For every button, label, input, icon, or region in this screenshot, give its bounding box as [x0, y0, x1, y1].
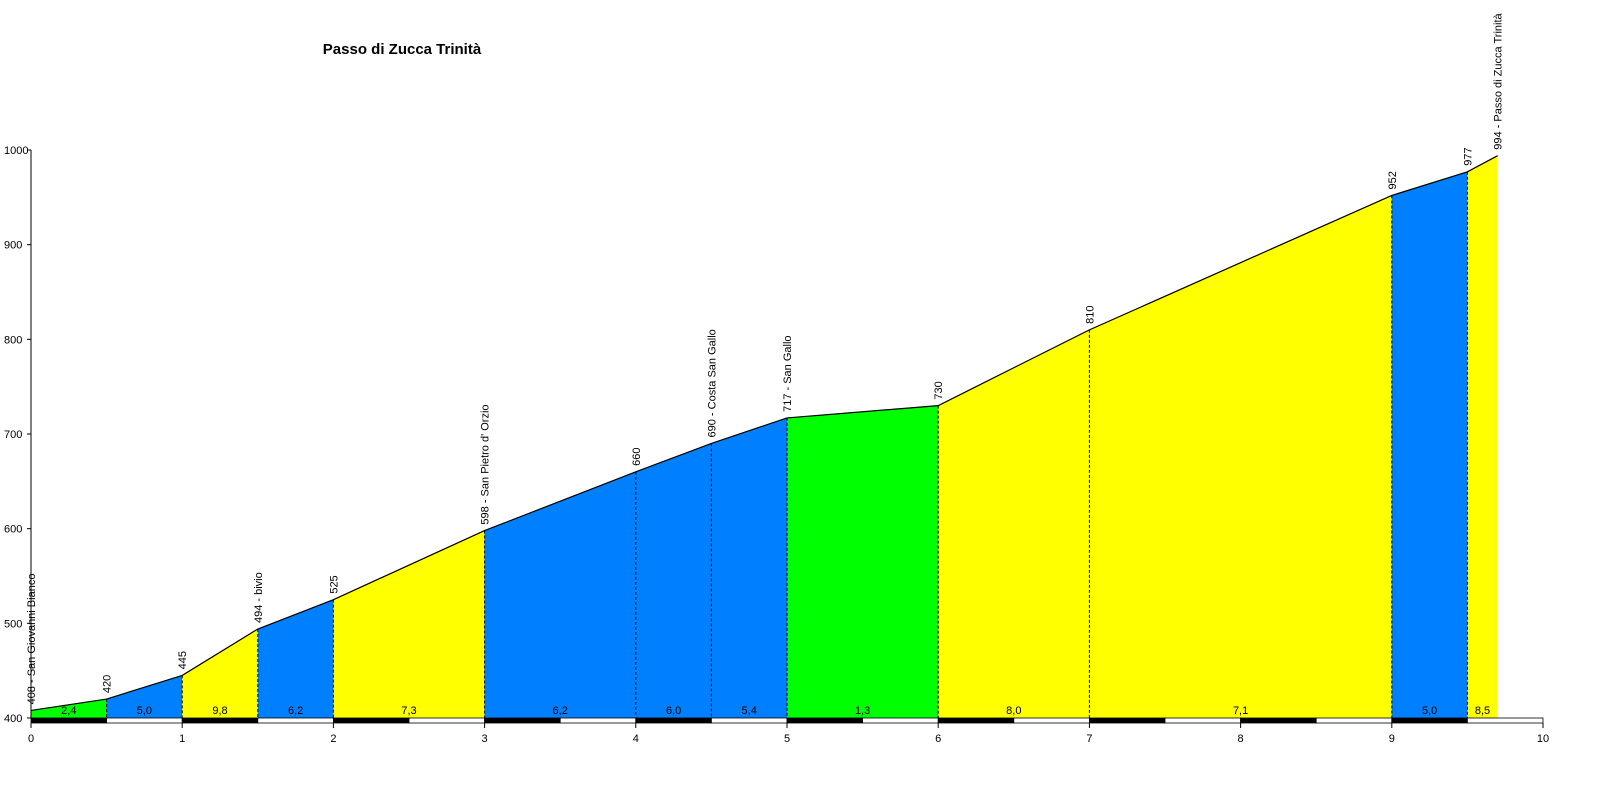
gradient-label: 6,2: [288, 705, 303, 717]
distance-bar-segment: [1089, 717, 1166, 724]
x-tick-label: 8: [1238, 733, 1244, 745]
segment-area: [106, 675, 183, 718]
point-label: 494 - bivio: [253, 572, 265, 623]
x-axis: 0 1 2 3 4 5 6 7 8 9 10: [28, 717, 1549, 745]
segment-areas: [31, 155, 1498, 719]
gradient-label: 6,0: [666, 705, 681, 717]
y-tick-label: 1000: [4, 145, 28, 157]
x-tick-label: 9: [1389, 733, 1395, 745]
gradient-label: 9,8: [212, 705, 227, 717]
x-tick-label: 2: [330, 733, 336, 745]
distance-bar-segment: [1467, 717, 1544, 724]
point-label: 994 - Passo di Zucca Trinità: [1493, 12, 1505, 149]
gradient-label: 6,2: [553, 705, 568, 717]
gradient-label: 2,4: [61, 705, 76, 717]
y-tick-label: 800: [4, 334, 22, 346]
x-tick-label: 10: [1537, 733, 1549, 745]
y-tick-label: 900: [4, 240, 22, 252]
point-label: 598 - San Pietro d' Orzio: [480, 404, 492, 524]
segment-area: [1089, 195, 1392, 718]
x-tick-label: 4: [633, 733, 639, 745]
distance-bar-segment: [1013, 717, 1090, 724]
x-tick-label: 7: [1086, 733, 1092, 745]
distance-bar-segment: [635, 717, 712, 724]
distance-bar-segment: [257, 717, 334, 724]
point-label: 730: [933, 381, 945, 399]
gradient-label: 1,3: [855, 705, 870, 717]
point-label: 660: [631, 448, 643, 466]
y-tick-label: 700: [4, 429, 22, 441]
distance-bar-segment: [408, 717, 485, 724]
x-tick-label: 3: [482, 733, 488, 745]
distance-bar-segment: [786, 717, 863, 724]
segment-area: [635, 443, 712, 718]
segment-area: [31, 699, 107, 718]
y-tick-label: 500: [4, 618, 22, 630]
segment-area: [1391, 171, 1468, 719]
segment-area: [484, 471, 636, 718]
gradient-label: 5,0: [137, 705, 152, 717]
distance-bar-segment: [106, 717, 183, 724]
gradient-label: 7,3: [401, 705, 416, 717]
x-tick-label: 5: [784, 733, 790, 745]
segment-area: [1467, 155, 1498, 718]
distance-bar-segment: [937, 717, 1015, 724]
distance-bar-segment: [1315, 717, 1393, 724]
distance-bar-segment: [1164, 717, 1241, 724]
distance-bar-segment: [484, 717, 561, 724]
distance-bar-segment: [559, 717, 637, 724]
y-tick-label: 400: [4, 713, 22, 725]
point-label: 420: [102, 675, 114, 693]
point-label: 952: [1387, 171, 1399, 189]
distance-bar-segment: [1391, 717, 1468, 724]
chart-title: Passo di Zucca Trinità: [323, 41, 482, 58]
x-tick-label: 1: [179, 733, 185, 745]
profile-polyline: [30, 155, 1498, 712]
point-label: 810: [1084, 306, 1096, 324]
point-label: 690 - Costa San Gallo: [706, 329, 718, 437]
segment-dividers: [106, 171, 1468, 718]
x-tick-label: 0: [28, 733, 34, 745]
segment-area: [711, 417, 787, 718]
point-label: 445: [177, 651, 189, 669]
gradient-label: 8,0: [1006, 705, 1021, 717]
distance-bar-segment: [181, 717, 259, 724]
point-label: 525: [328, 575, 340, 593]
point-labels: 408 - San Giovanni Bianco 420 445 494 - biv…: [26, 12, 1505, 704]
gradient-label: 7,1: [1233, 705, 1248, 717]
y-tick-label: 600: [4, 524, 22, 536]
segment-area: [938, 329, 1090, 718]
distance-bar-segment: [711, 717, 788, 724]
gradient-label: 5,4: [742, 705, 757, 717]
segment-area: [333, 530, 485, 718]
gradient-labels: 2,4 5,0 9,8 6,2 7,3 6,2 6,0 5,4 1,3 8,0 7,1 5,0 8,5: [61, 705, 1490, 717]
point-label: 977: [1462, 147, 1474, 165]
segment-area: [787, 405, 939, 718]
segment-area: [257, 599, 334, 718]
gradient-label: 8,5: [1475, 705, 1490, 717]
segment-area: [182, 629, 258, 718]
gradient-label: 5,0: [1422, 705, 1437, 717]
distance-bar-segment: [30, 717, 107, 724]
x-tick-label: 6: [935, 733, 941, 745]
y-axis: 400 500 600 700 800 900 1000: [4, 145, 32, 725]
point-label: 717 - San Gallo: [782, 335, 794, 411]
distance-bar-segment: [332, 717, 410, 724]
profile-line: [30, 155, 1498, 712]
distance-bar-segment: [862, 717, 939, 724]
distance-bar-segment: [1240, 717, 1317, 724]
point-label: 408 - San Giovanni Bianco: [26, 574, 38, 705]
